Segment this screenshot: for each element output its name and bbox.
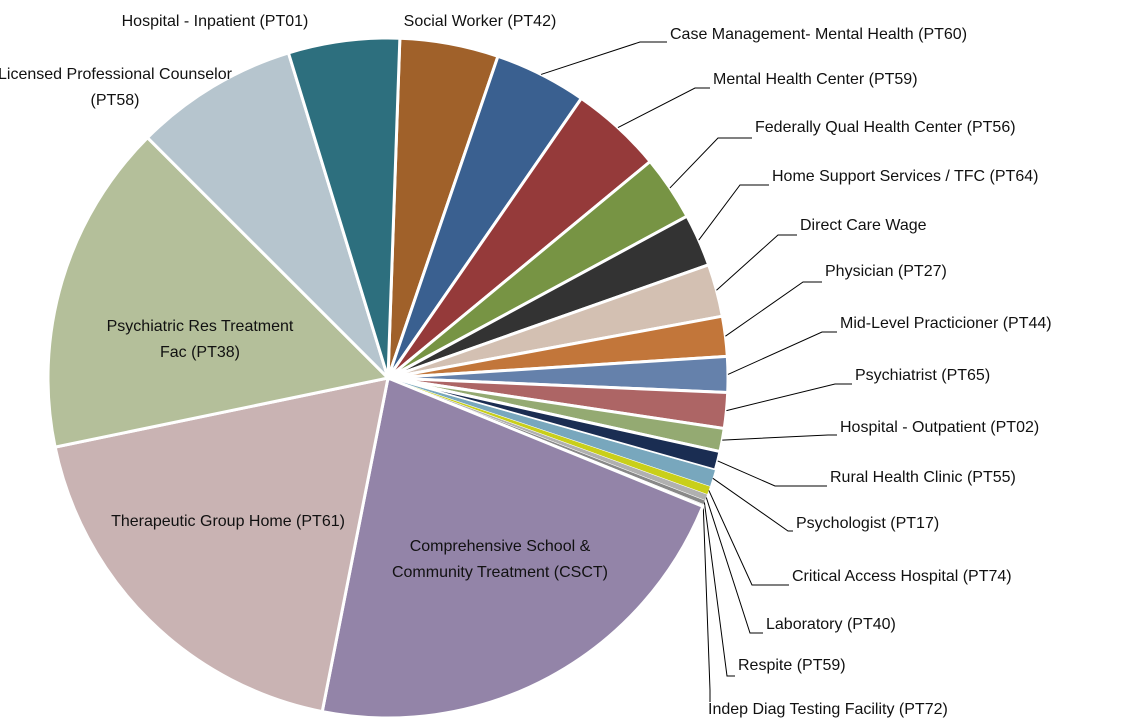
leader-line (712, 477, 793, 532)
pie-slice (286, 36, 402, 379)
leader-line (725, 281, 822, 337)
pie-slice (145, 51, 390, 380)
leader-line (727, 331, 837, 375)
slice-label: Home Support Services / TFC (PT64) (772, 168, 1039, 185)
slice-label: Rural Health Clinic (PT55) (830, 469, 1016, 486)
slice-label: Social Worker (PT42) (403, 13, 557, 30)
slice-label: Respite (PT59) (738, 657, 846, 674)
leader-line (708, 490, 789, 586)
slice-label: Laboratory (PT40) (766, 616, 896, 633)
slice-label: Licensed Professional Counselor (PT58) (0, 66, 232, 109)
slice-label: Federally Qual Health Center (PT56) (755, 119, 1016, 136)
pie-slice (46, 135, 392, 449)
leader-line (717, 460, 827, 487)
leader-line (726, 383, 852, 412)
slice-label: Hospital - Inpatient (PT01) (121, 13, 309, 30)
leader-line (669, 137, 752, 189)
slice-label: Comprehensive School & Community Treatme… (391, 538, 609, 581)
slice-label: Psychiatrist (PT65) (855, 367, 991, 384)
leader-line (698, 184, 769, 241)
slice-label: Mid-Level Practicioner (PT44) (840, 315, 1052, 332)
leader-line (702, 505, 711, 702)
leader-line (617, 87, 710, 129)
leader-line (716, 234, 797, 291)
pie-slice (320, 375, 705, 720)
slice-label: Therapeutic Group Home (PT61) (111, 513, 345, 530)
slice-label: Physician (PT27) (825, 263, 947, 280)
slice-label: Case Management- Mental Health (PT60) (670, 26, 968, 43)
slice-label: Indep Diag Testing Facility (PT72) (708, 701, 948, 718)
pie-slice (53, 376, 390, 714)
slice-label: Mental Health Center (PT59) (713, 71, 918, 88)
leader-line (705, 497, 763, 634)
slice-label: Psychologist (PT17) (796, 515, 940, 532)
leader-line (722, 434, 837, 441)
slice-label: Direct Care Wage (800, 217, 927, 234)
leader-line (540, 41, 667, 75)
slice-label: Hospital - Outpatient (PT02) (840, 419, 1040, 436)
leader-line (703, 502, 735, 677)
slice-label: Critical Access Hospital (PT74) (792, 568, 1012, 585)
slice-label: Psychiatric Res Treatment Fac (PT38) (106, 318, 294, 361)
